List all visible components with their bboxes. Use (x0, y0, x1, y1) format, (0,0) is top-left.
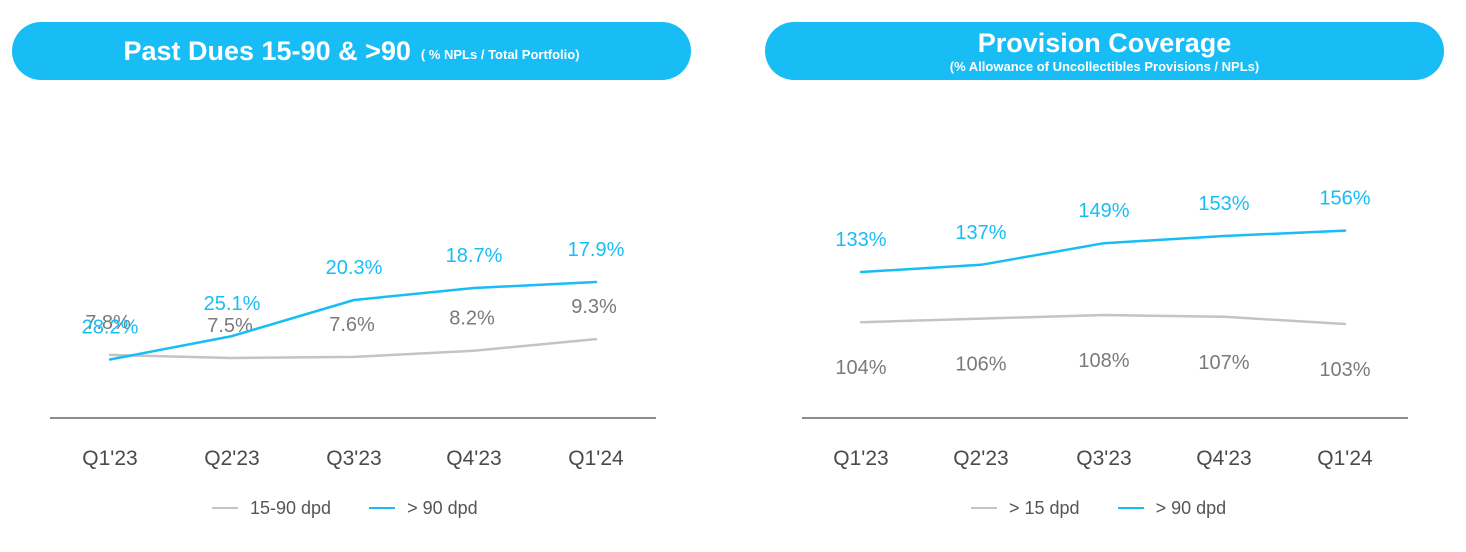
data-label: 7.6% (329, 314, 375, 336)
x-tick-label: Q1'23 (82, 447, 137, 470)
data-label: 133% (835, 229, 886, 251)
x-tick-label: Q3'23 (1076, 447, 1131, 470)
past-dues-panel: Past Dues 15-90 & >90 ( % NPLs / Total P… (0, 0, 720, 552)
x-tick-label: Q4'23 (1196, 447, 1251, 470)
provision-coverage-legend: > 15 dpd > 90 dpd (971, 494, 1226, 522)
x-tick-label: Q2'23 (204, 447, 259, 470)
x-tick-label: Q1'24 (1317, 447, 1373, 470)
provision-coverage-title: Provision Coverage (977, 28, 1232, 58)
data-label: 108% (1078, 350, 1129, 372)
legend-swatch-blue (1117, 507, 1144, 509)
past-dues-subtitle: ( % NPLs / Total Portfolio) (420, 46, 580, 62)
provision-coverage-subtitle: (% Allowance of Uncollectibles Provision… (949, 59, 1260, 74)
legend-label: > 90 dpd (1155, 497, 1227, 518)
data-label: 28.2% (82, 317, 139, 339)
data-label: 20.3% (326, 257, 383, 279)
series-line-blue (108, 280, 598, 361)
data-label: 8.2% (449, 308, 495, 330)
legend-item-90-dpd: > 90 dpd (1117, 497, 1227, 519)
legend-label: > 15 dpd (1009, 497, 1080, 518)
x-tick-label: Q1'23 (833, 447, 888, 470)
data-label: 103% (1319, 359, 1370, 381)
legend-swatch-blue (369, 507, 396, 509)
data-label: 7.8% (85, 312, 131, 334)
data-label: 18.7% (446, 245, 503, 267)
data-label: 137% (955, 222, 1006, 244)
past-dues-chart: Q1'23 Q2'23 Q3'23 Q4'23 Q1'24 7.8% 7.5% 7.6% 8.2… (50, 239, 656, 470)
legend-item-90-dpd: > 90 dpd (369, 498, 478, 519)
x-tick-label: Q1'24 (568, 447, 624, 470)
past-dues-title: Past Dues 15-90 & >90 (123, 36, 411, 66)
legend-label: 15-90 dpd (250, 497, 332, 518)
past-dues-banner: Past Dues 15-90 & >90 ( % NPLs / Total P… (12, 22, 691, 80)
series-line-blue (859, 229, 1347, 274)
legend-swatch-gray (971, 507, 997, 509)
data-label: 153% (1198, 193, 1249, 215)
data-label: 106% (955, 354, 1006, 376)
data-label: 9.3% (571, 296, 617, 318)
series-line-gray (108, 337, 598, 360)
past-dues-legend: 15-90 dpd > 90 dpd (212, 494, 478, 522)
series-line-gray (859, 313, 1347, 326)
provision-coverage-banner: Provision Coverage (% Allowance of Uncol… (765, 22, 1444, 80)
data-label: 7.5% (207, 315, 253, 337)
legend-label: > 90 dpd (407, 497, 478, 518)
data-label: 17.9% (568, 239, 625, 261)
provision-coverage-chart: Q1'23 Q2'23 Q3'23 Q4'23 Q1'24 104% 106% 108% 107… (802, 188, 1408, 470)
data-label: 104% (835, 357, 886, 379)
data-label: 149% (1078, 200, 1129, 222)
legend-swatch-gray (212, 507, 238, 509)
legend-item-15-dpd: > 15 dpd (971, 498, 1080, 519)
x-tick-label: Q3'23 (326, 447, 381, 470)
x-tick-label: Q4'23 (446, 447, 501, 470)
provision-coverage-panel: Provision Coverage (% Allowance of Uncol… (746, 0, 1466, 552)
data-label: 25.1% (204, 293, 261, 315)
data-label: 156% (1319, 188, 1370, 210)
legend-item-15-90-dpd: 15-90 dpd (212, 498, 331, 519)
x-tick-label: Q2'23 (953, 447, 1008, 470)
data-label: 107% (1198, 352, 1249, 374)
